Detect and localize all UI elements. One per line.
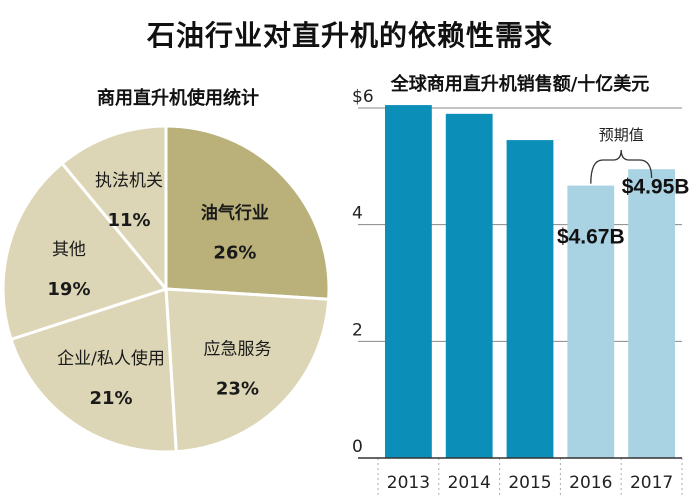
bar (384, 105, 432, 458)
x-tick-label: 2014 (448, 473, 491, 493)
pie-chart: 油气行业 26% 应急服务 23% 企业/私人使用 21% 其他 19% 执法机关 11% (1, 124, 331, 454)
bar (567, 185, 615, 459)
bar (506, 140, 554, 459)
x-tick-label: 2013 (387, 473, 430, 493)
pie-slice-percent: 23% (216, 378, 259, 399)
x-tick-label: 2015 (508, 473, 551, 493)
pie-slice (59, 124, 168, 294)
pie-slice-percent: 21% (89, 388, 132, 409)
y-tick-label: $6 (352, 87, 374, 107)
pie-slice-label: 企业/私人使用 (57, 348, 165, 369)
pie-slice-percent: 11% (107, 210, 150, 231)
pie-slice (164, 287, 331, 454)
bar-chart-title: 全球商用直升机销售额/十亿美元 (390, 74, 650, 95)
y-tick-label: 4 (352, 204, 363, 224)
x-tick-label: 2016 (569, 473, 612, 493)
y-tick-label: 2 (352, 320, 363, 340)
pie-slice (164, 124, 331, 301)
pie-chart-title: 商用直升机使用统计 (97, 88, 259, 109)
y-tick-label: 0 (352, 437, 363, 457)
pie-slice (9, 286, 178, 454)
forecast-bracket (590, 149, 653, 184)
x-tick-label: 2017 (630, 473, 673, 493)
bar-value-label: $4.67B (557, 226, 625, 249)
chart-main-title: 石油行业对直升机的依赖性需求 (146, 19, 553, 52)
bar-value-label: $4.95B (622, 175, 690, 198)
forecast-annotation: 预期值 (599, 126, 644, 144)
pie-slice-percent: 26% (213, 242, 256, 263)
pie-slice-label: 应急服务 (203, 339, 271, 359)
pie-slice-label: 其他 (52, 240, 86, 260)
pie-slice-percent: 19% (47, 279, 90, 300)
bar (445, 113, 493, 458)
pie-slice-label: 油气行业 (201, 202, 269, 223)
pie-slice (1, 161, 169, 342)
pie-slice-label: 执法机关 (95, 171, 163, 191)
bar (628, 169, 676, 458)
